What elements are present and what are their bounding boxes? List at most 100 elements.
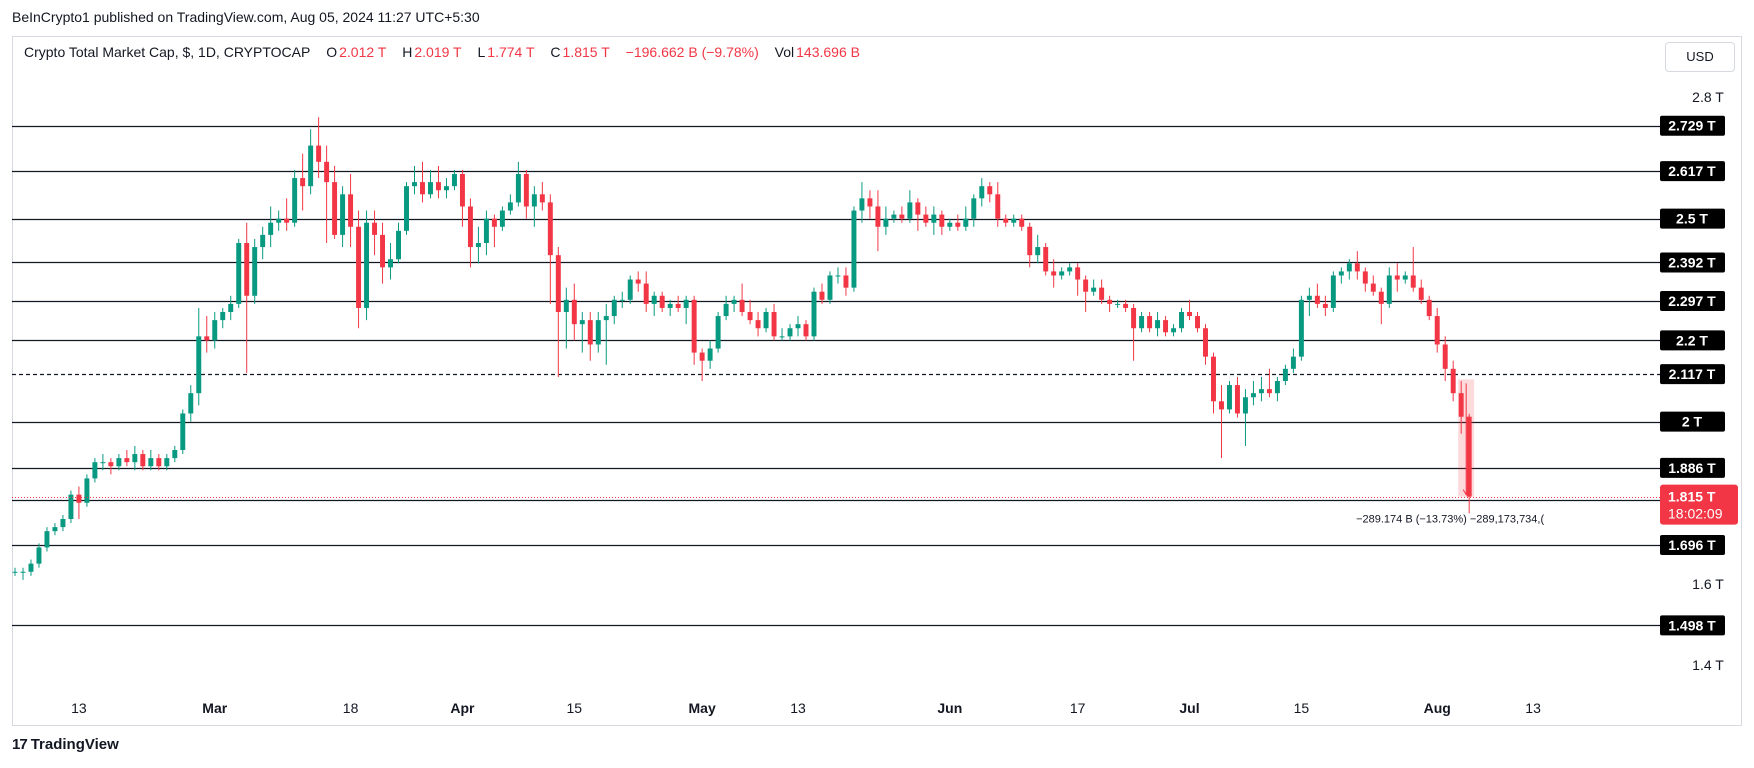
high-label: H — [402, 44, 413, 60]
candle-body — [1147, 316, 1153, 329]
candle-body — [635, 279, 641, 284]
candle-body — [611, 299, 617, 317]
candle-body — [172, 450, 178, 459]
candle-body — [260, 234, 266, 248]
level-tag-label: 2.617 T — [1668, 163, 1716, 179]
candle-body — [1059, 271, 1065, 276]
candle-body — [643, 283, 649, 304]
candle-body — [851, 210, 857, 288]
candle-body — [715, 316, 721, 349]
candle-body — [563, 299, 569, 312]
candle-body — [228, 303, 234, 312]
price-tag — [1660, 484, 1738, 525]
level-tag-label: 2 T — [1682, 414, 1703, 430]
candle-body — [1099, 287, 1105, 300]
candle-body — [1450, 368, 1456, 394]
candle-body — [348, 194, 354, 227]
candle-body — [1410, 275, 1416, 288]
symbol-title: Crypto Total Market Cap, $, 1D, CRYPTOCA… — [24, 44, 311, 60]
candle-body — [132, 454, 138, 463]
candle-body — [555, 255, 561, 312]
currency-button[interactable]: USD — [1665, 42, 1735, 72]
y-tick-label: 1.6 T — [1692, 576, 1724, 592]
x-tick-label: 17 — [1070, 700, 1086, 716]
candle-body — [236, 243, 242, 304]
candle-body — [1322, 303, 1328, 308]
candle-body — [140, 454, 146, 467]
candle-body — [1258, 389, 1264, 394]
candle-body — [579, 320, 585, 325]
candle-body — [779, 336, 785, 338]
price-tag-countdown: 18:02:09 — [1668, 506, 1723, 522]
candle-body — [1250, 393, 1256, 398]
candle-body — [603, 316, 609, 321]
candle-body — [1458, 393, 1464, 417]
candle-body — [523, 174, 529, 207]
candle-body — [300, 178, 306, 187]
level-tag — [1660, 411, 1725, 432]
candle-body — [771, 312, 777, 337]
candle-body — [539, 194, 545, 203]
candle-body — [44, 531, 50, 548]
candle-body — [188, 393, 194, 414]
candle-body — [571, 299, 577, 325]
candle-body — [292, 178, 298, 223]
candle-body — [907, 202, 913, 219]
candle-body — [835, 275, 841, 277]
candle-body — [1155, 320, 1161, 329]
candle-body — [1394, 275, 1400, 280]
candle-body — [20, 571, 26, 573]
level-tag-label: 2.5 T — [1676, 211, 1708, 227]
candle-body — [92, 462, 98, 479]
candle-body — [467, 206, 473, 248]
candle-body — [1067, 267, 1073, 272]
candle-body — [316, 145, 322, 162]
candle-body — [196, 336, 202, 394]
candle-body — [659, 295, 665, 308]
x-tick-label: 15 — [1294, 700, 1310, 716]
symbol-legend: Crypto Total Market Cap, $, 1D, CRYPTOCA… — [24, 44, 872, 60]
candle-body — [755, 320, 761, 329]
candle-body — [372, 222, 378, 235]
tradingview-brand[interactable]: 17 TradingView — [12, 736, 119, 753]
candle-body — [1187, 312, 1192, 317]
level-tag — [1660, 115, 1725, 136]
low-value: 1.774 T — [487, 44, 535, 60]
x-tick-label: Jun — [937, 700, 962, 716]
candle-body — [428, 182, 433, 195]
level-tag — [1660, 252, 1725, 273]
candle-body — [164, 458, 170, 467]
candle-body — [443, 186, 449, 191]
x-tick-label: 15 — [567, 700, 583, 716]
candle-body — [1306, 295, 1312, 300]
candle-body — [587, 320, 593, 345]
candle-body — [499, 210, 505, 227]
candle-body — [1091, 287, 1097, 292]
level-tag-label: 1.886 T — [1668, 460, 1716, 476]
candle-body — [731, 299, 737, 304]
candle-body — [1219, 401, 1224, 410]
candle-body — [76, 494, 82, 503]
candle-body — [420, 182, 425, 195]
candle-body — [1211, 356, 1216, 402]
candle-body — [252, 247, 258, 296]
brand-name: TradingView — [30, 736, 119, 753]
level-tag-label: 2.729 T — [1668, 118, 1716, 134]
candle-body — [899, 214, 905, 219]
candle-body — [1386, 275, 1392, 304]
candle-body — [36, 547, 42, 564]
candle-body — [1346, 263, 1352, 272]
candle-body — [683, 299, 689, 308]
candle-body — [12, 571, 18, 573]
candle-body — [1083, 279, 1089, 292]
candle-body — [388, 259, 394, 268]
candle-body — [1195, 316, 1200, 329]
candle-body — [108, 462, 114, 467]
candle-body — [475, 243, 481, 248]
candle-body — [1043, 247, 1049, 272]
candle-body — [451, 174, 457, 187]
candle-body — [1027, 226, 1033, 256]
candle-body — [1266, 389, 1272, 394]
candle-body — [324, 161, 330, 183]
